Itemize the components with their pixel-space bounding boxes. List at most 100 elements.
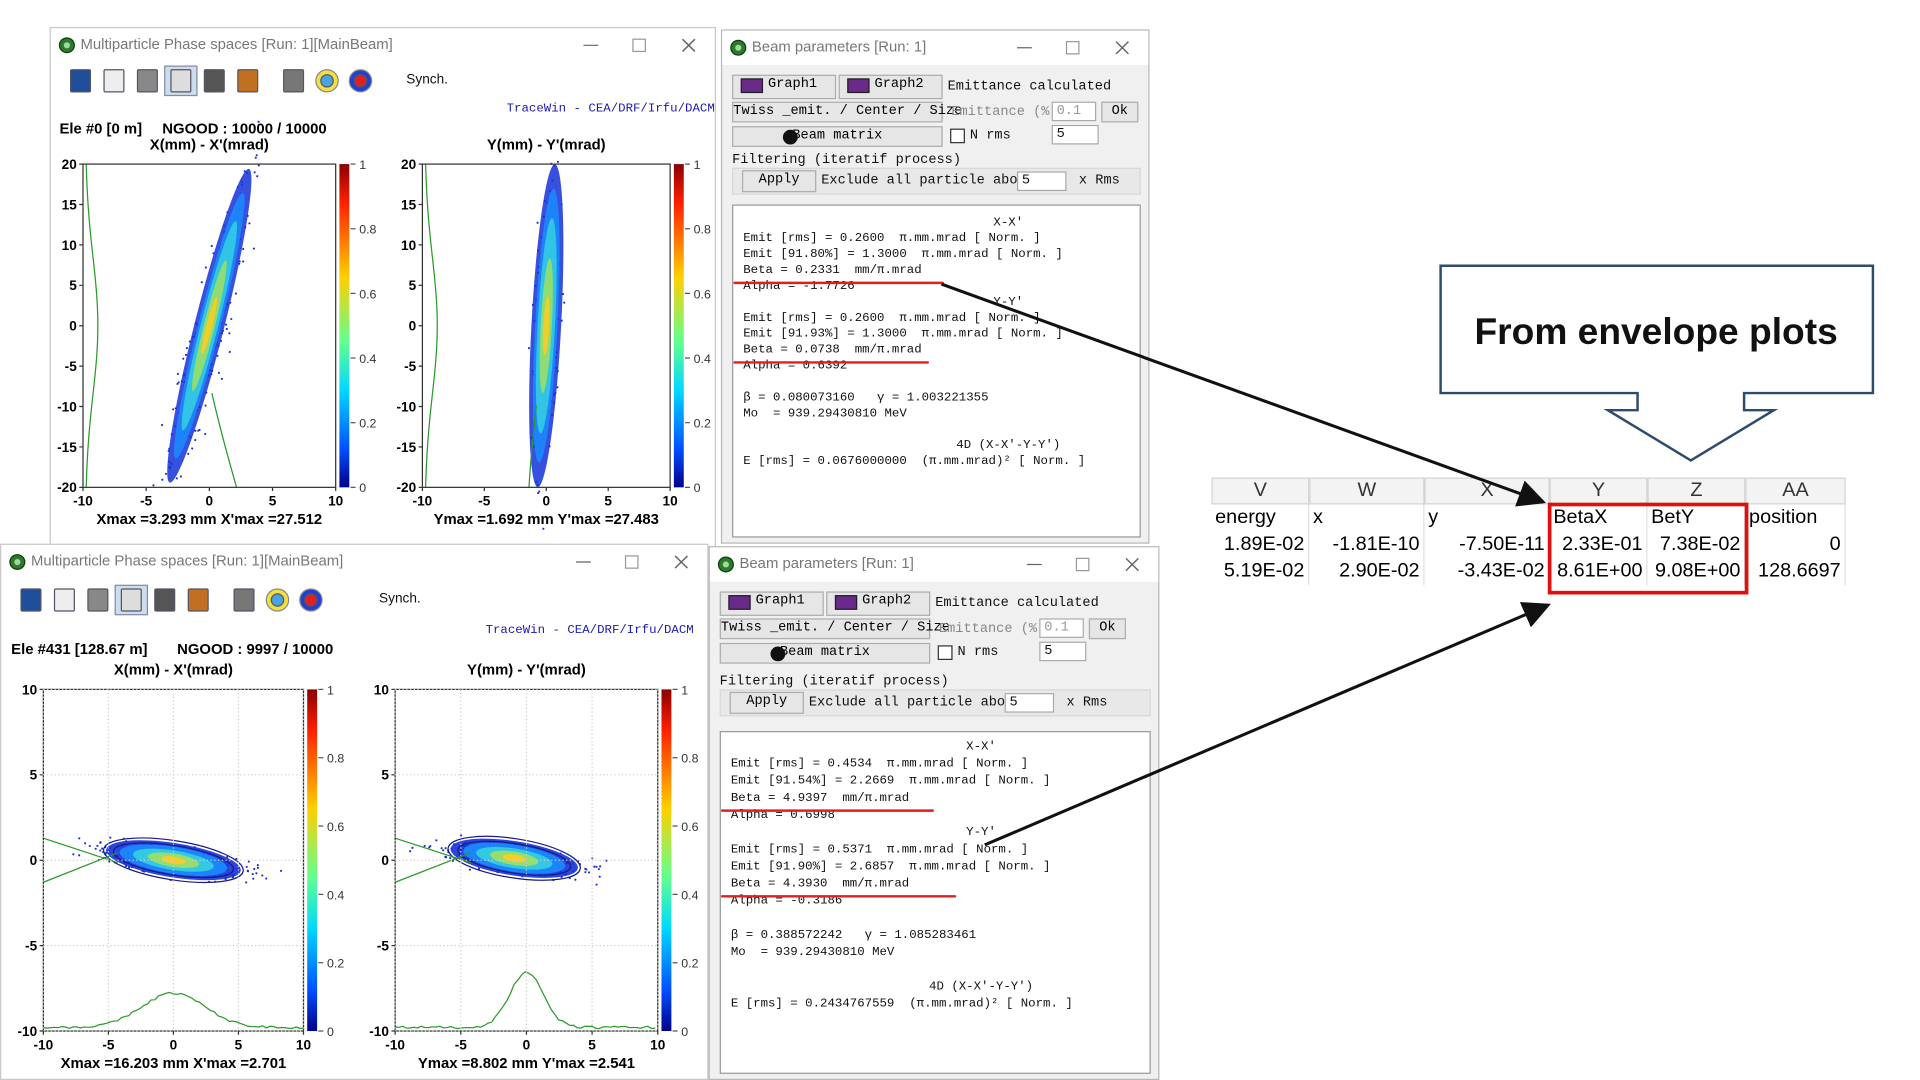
- particle: [593, 865, 596, 868]
- particle: [187, 452, 190, 455]
- column-header[interactable]: X: [1424, 477, 1550, 505]
- n-rms-checkbox[interactable]: [950, 128, 965, 144]
- maximize-button[interactable]: [1065, 41, 1080, 55]
- particle: [256, 866, 260, 869]
- y-tick-label: 10: [374, 682, 389, 697]
- twiss-button[interactable]: Twiss _emit. / Center / Size: [719, 618, 950, 640]
- icon-shape: [722, 561, 729, 568]
- emittance-pct-input[interactable]: 0.1: [1039, 618, 1084, 638]
- toolbar-button[interactable]: [304, 593, 318, 607]
- maximize-button[interactable]: [632, 38, 646, 53]
- particle: [253, 867, 256, 871]
- input-value: 0.1: [1044, 620, 1069, 636]
- cell[interactable]: 128.6697: [1745, 558, 1846, 586]
- y-tick-label: 15: [62, 197, 78, 212]
- cell[interactable]: 1.89E-02: [1211, 531, 1310, 559]
- cell[interactable]: 9.08E+00: [1647, 558, 1746, 586]
- cell[interactable]: 7.38E-02: [1647, 531, 1746, 559]
- toolbar-button[interactable]: [69, 69, 92, 93]
- particle: [101, 847, 104, 850]
- cell[interactable]: x: [1309, 504, 1425, 532]
- x-tick-label: -10: [385, 1037, 405, 1052]
- particle: [197, 429, 200, 432]
- colorbar-label: 0.6: [359, 287, 376, 301]
- cell[interactable]: 0: [1745, 531, 1846, 559]
- cell[interactable]: 2.33E-01: [1550, 531, 1648, 559]
- toolbar-button[interactable]: [353, 74, 368, 88]
- cell[interactable]: BetY: [1647, 504, 1746, 532]
- column-header[interactable]: Z: [1647, 477, 1746, 505]
- apply-button[interactable]: Apply: [741, 170, 817, 193]
- toolbar-button[interactable]: [237, 69, 259, 93]
- exclude-input[interactable]: 5: [1004, 693, 1055, 713]
- input-value: 5: [1056, 127, 1065, 143]
- graph1-button[interactable]: Graph1: [719, 591, 824, 616]
- toolbar-button[interactable]: [320, 74, 334, 88]
- toolbar-button[interactable]: [203, 69, 225, 93]
- toolbar-button[interactable]: [283, 69, 305, 93]
- colorbar-label: 0: [327, 1025, 334, 1039]
- close-button[interactable]: [681, 38, 696, 52]
- toolbar-button[interactable]: [53, 588, 75, 612]
- maximize-button[interactable]: [1075, 557, 1090, 572]
- toolbar-button[interactable]: [120, 588, 142, 612]
- graph2-button[interactable]: Graph2: [826, 591, 931, 616]
- toolbar-button[interactable]: [170, 69, 192, 93]
- toolbar-button[interactable]: [20, 588, 42, 612]
- twiss-button[interactable]: Twiss _emit. / Center / Size: [732, 101, 962, 123]
- n-rms-input[interactable]: 5: [1039, 641, 1087, 662]
- cell[interactable]: y: [1425, 504, 1550, 532]
- profile-curve: [85, 164, 99, 488]
- y-tick-label: -5: [65, 359, 78, 374]
- graph1-button[interactable]: Graph1: [732, 74, 837, 100]
- mass-line: Mo = 939.29430810 MeV: [743, 407, 907, 422]
- toolbar-button[interactable]: [136, 69, 158, 93]
- particle: [449, 856, 452, 860]
- column-header[interactable]: W: [1309, 477, 1425, 505]
- particle: [556, 160, 559, 163]
- column-header[interactable]: V: [1211, 477, 1310, 505]
- beam-matrix-button[interactable]: Beam matrix: [732, 126, 943, 147]
- toolbar-button[interactable]: [187, 588, 209, 612]
- ngood-label: NGOOD : 9997 / 10000: [177, 640, 334, 658]
- synch-button[interactable]: Synch.: [379, 591, 421, 607]
- toolbar-button[interactable]: [154, 588, 176, 612]
- cell[interactable]: 8.61E+00: [1550, 558, 1648, 586]
- ok-button[interactable]: Ok: [1101, 101, 1139, 123]
- colorbar: [339, 164, 350, 488]
- close-button[interactable]: [674, 555, 689, 569]
- cell[interactable]: -7.50E-11: [1425, 531, 1550, 559]
- cell[interactable]: BetaX: [1550, 504, 1648, 532]
- button-label: Beam matrix: [792, 128, 883, 144]
- synch-button[interactable]: Synch.: [406, 72, 448, 87]
- toolbar-button[interactable]: [270, 593, 285, 607]
- beta-underline: [720, 809, 934, 812]
- button-label: Apply: [746, 694, 788, 709]
- toolbar-button[interactable]: [233, 588, 255, 612]
- toolbar-button[interactable]: [103, 69, 125, 93]
- toolbar-button[interactable]: [87, 588, 109, 612]
- graph2-button[interactable]: Graph2: [838, 74, 943, 100]
- x-tick-label: -10: [73, 494, 93, 509]
- cell[interactable]: -1.81E-10: [1309, 531, 1425, 559]
- n-rms-checkbox[interactable]: [937, 645, 953, 661]
- cell[interactable]: 5.19E-02: [1211, 558, 1310, 586]
- cell[interactable]: position: [1745, 504, 1846, 532]
- maximize-button[interactable]: [624, 555, 639, 569]
- colorbar-label: 0.8: [694, 223, 711, 237]
- apply-button[interactable]: Apply: [729, 691, 804, 714]
- cell[interactable]: -3.43E-02: [1425, 558, 1550, 586]
- beam-matrix-button[interactable]: Beam matrix: [719, 642, 931, 664]
- cell[interactable]: energy: [1211, 504, 1310, 532]
- colorbar-label: 0.2: [681, 957, 698, 971]
- emittance-pct-input[interactable]: 0.1: [1051, 101, 1097, 122]
- exclude-input[interactable]: 5: [1016, 171, 1067, 192]
- column-header[interactable]: Y: [1549, 477, 1648, 505]
- close-button[interactable]: [1115, 41, 1129, 55]
- ok-button[interactable]: Ok: [1088, 618, 1126, 640]
- close-button[interactable]: [1125, 557, 1139, 572]
- column-header[interactable]: AA: [1745, 477, 1846, 505]
- n-rms-input[interactable]: 5: [1051, 124, 1099, 145]
- cell[interactable]: 2.90E-02: [1309, 558, 1425, 586]
